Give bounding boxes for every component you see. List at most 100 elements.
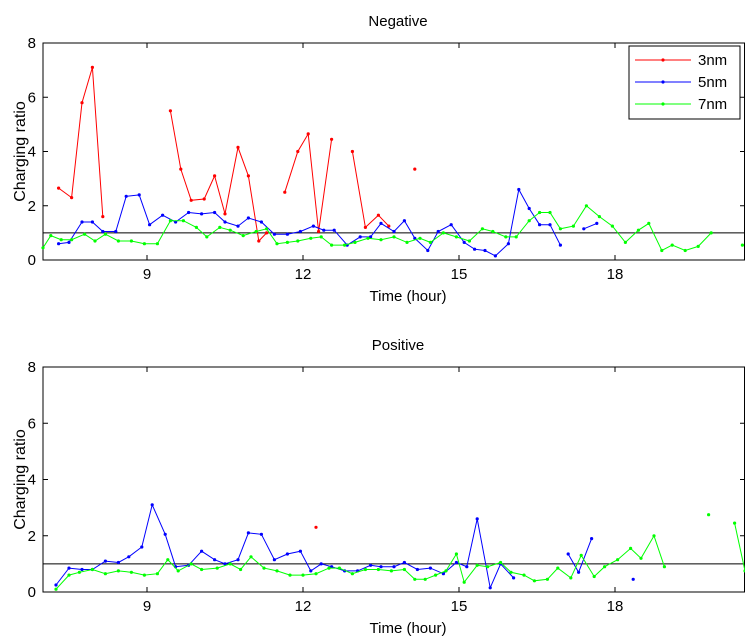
data-point-7nm	[454, 235, 458, 239]
data-point-7nm	[647, 221, 651, 225]
data-point-5nm	[187, 210, 191, 215]
y-tick-label: 6	[28, 89, 36, 106]
data-point-7nm	[327, 566, 331, 570]
data-point-7nm	[77, 570, 81, 574]
data-point-5nm	[319, 562, 323, 566]
data-point-5nm	[101, 229, 105, 234]
data-point-7nm	[49, 234, 53, 238]
data-point-5nm	[90, 220, 94, 224]
data-point-5nm	[590, 537, 594, 541]
x-tick-label: 18	[607, 598, 624, 615]
data-point-5nm	[285, 232, 289, 236]
data-point-5nm	[67, 240, 71, 244]
data-point-5nm	[223, 220, 227, 224]
series-line-5nm	[58, 188, 561, 257]
data-point-7nm	[254, 229, 258, 234]
data-point-7nm	[467, 239, 471, 243]
data-point-5nm	[358, 235, 362, 239]
data-point-5nm	[127, 555, 131, 559]
data-point-3nm	[90, 65, 94, 69]
data-point-7nm	[662, 565, 667, 569]
data-point-5nm	[54, 583, 58, 587]
data-point-3nm	[168, 109, 172, 113]
data-point-5nm	[517, 187, 521, 192]
data-point-5nm	[392, 229, 396, 234]
data-point-7nm	[265, 227, 269, 231]
data-point-5nm	[285, 552, 289, 556]
data-point-5nm	[428, 566, 432, 570]
data-point-5nm	[493, 254, 497, 258]
data-point-5nm	[259, 532, 263, 536]
data-point-7nm	[462, 580, 466, 584]
data-point-5nm	[124, 194, 128, 198]
data-point-7nm	[610, 224, 615, 228]
data-point-7nm	[83, 232, 87, 236]
data-point-5nm	[137, 193, 141, 197]
data-point-5nm	[631, 577, 635, 581]
data-point-5nm	[311, 224, 315, 228]
y-tick-label: 6	[28, 415, 36, 432]
y-tick-label: 2	[28, 528, 36, 545]
data-point-7nm	[189, 562, 193, 566]
data-point-7nm	[545, 577, 550, 581]
x-tick-label: 18	[607, 266, 624, 283]
data-point-5nm	[116, 560, 120, 565]
data-point-3nm	[101, 215, 105, 219]
data-point-7nm	[330, 243, 334, 247]
data-point-7nm	[67, 573, 71, 577]
data-point-7nm	[90, 567, 94, 572]
data-point-7nm	[350, 572, 354, 576]
data-point-7nm	[262, 566, 266, 570]
data-point-7nm	[70, 238, 74, 242]
data-point-3nm	[246, 174, 250, 178]
data-point-7nm	[343, 243, 347, 247]
data-point-5nm	[511, 576, 516, 580]
data-point-5nm	[402, 219, 406, 223]
data-point-7nm	[301, 573, 305, 577]
data-point-7nm	[504, 235, 508, 239]
data-point-7nm	[491, 229, 495, 234]
data-point-3nm	[223, 212, 227, 216]
chart-negative: 9 12 15 18 0 2 4 6 8 Negative Time (hour) Charging …	[12, 13, 745, 305]
data-point-7nm	[623, 240, 628, 244]
data-point-5nm	[298, 229, 302, 234]
data-point-5nm	[200, 212, 204, 216]
data-point-7nm	[275, 242, 279, 246]
data-point-3nm	[363, 225, 367, 229]
legend-label-3nm: 3nm	[698, 52, 727, 69]
data-point-5nm	[213, 210, 217, 215]
data-point-7nm	[181, 219, 185, 223]
data-point-5nm	[213, 558, 217, 562]
x-tick-label: 15	[451, 598, 468, 615]
data-point-5nm	[415, 567, 419, 572]
data-point-7nm	[480, 227, 484, 231]
data-point-7nm	[103, 572, 107, 576]
data-point-7nm	[155, 572, 159, 576]
data-point-3nm	[306, 132, 310, 136]
data-point-7nm	[592, 574, 596, 579]
data-point-5nm	[506, 242, 510, 246]
series-line-3nm	[169, 110, 267, 243]
series-3nm	[314, 525, 318, 529]
data-point-5nm	[441, 572, 445, 576]
data-point-7nm	[402, 567, 406, 572]
data-point-7nm	[296, 239, 300, 243]
data-point-3nm	[70, 196, 74, 200]
data-point-7nm	[239, 567, 243, 572]
data-point-3nm	[236, 145, 240, 149]
data-point-7nm	[603, 565, 607, 569]
plot-frame	[42, 366, 745, 593]
data-point-5nm	[369, 235, 373, 239]
data-point-5nm	[332, 228, 336, 232]
data-point-7nm	[142, 242, 146, 246]
data-point-7nm	[392, 235, 396, 239]
data-point-7nm	[205, 235, 209, 239]
data-point-7nm	[434, 573, 438, 577]
data-point-7nm	[636, 228, 641, 232]
data-point-7nm	[241, 234, 245, 238]
data-point-7nm	[142, 573, 146, 577]
data-point-7nm	[740, 243, 745, 247]
data-point-5nm	[473, 247, 477, 251]
data-point-7nm	[379, 238, 383, 242]
data-point-7nm	[683, 248, 687, 253]
